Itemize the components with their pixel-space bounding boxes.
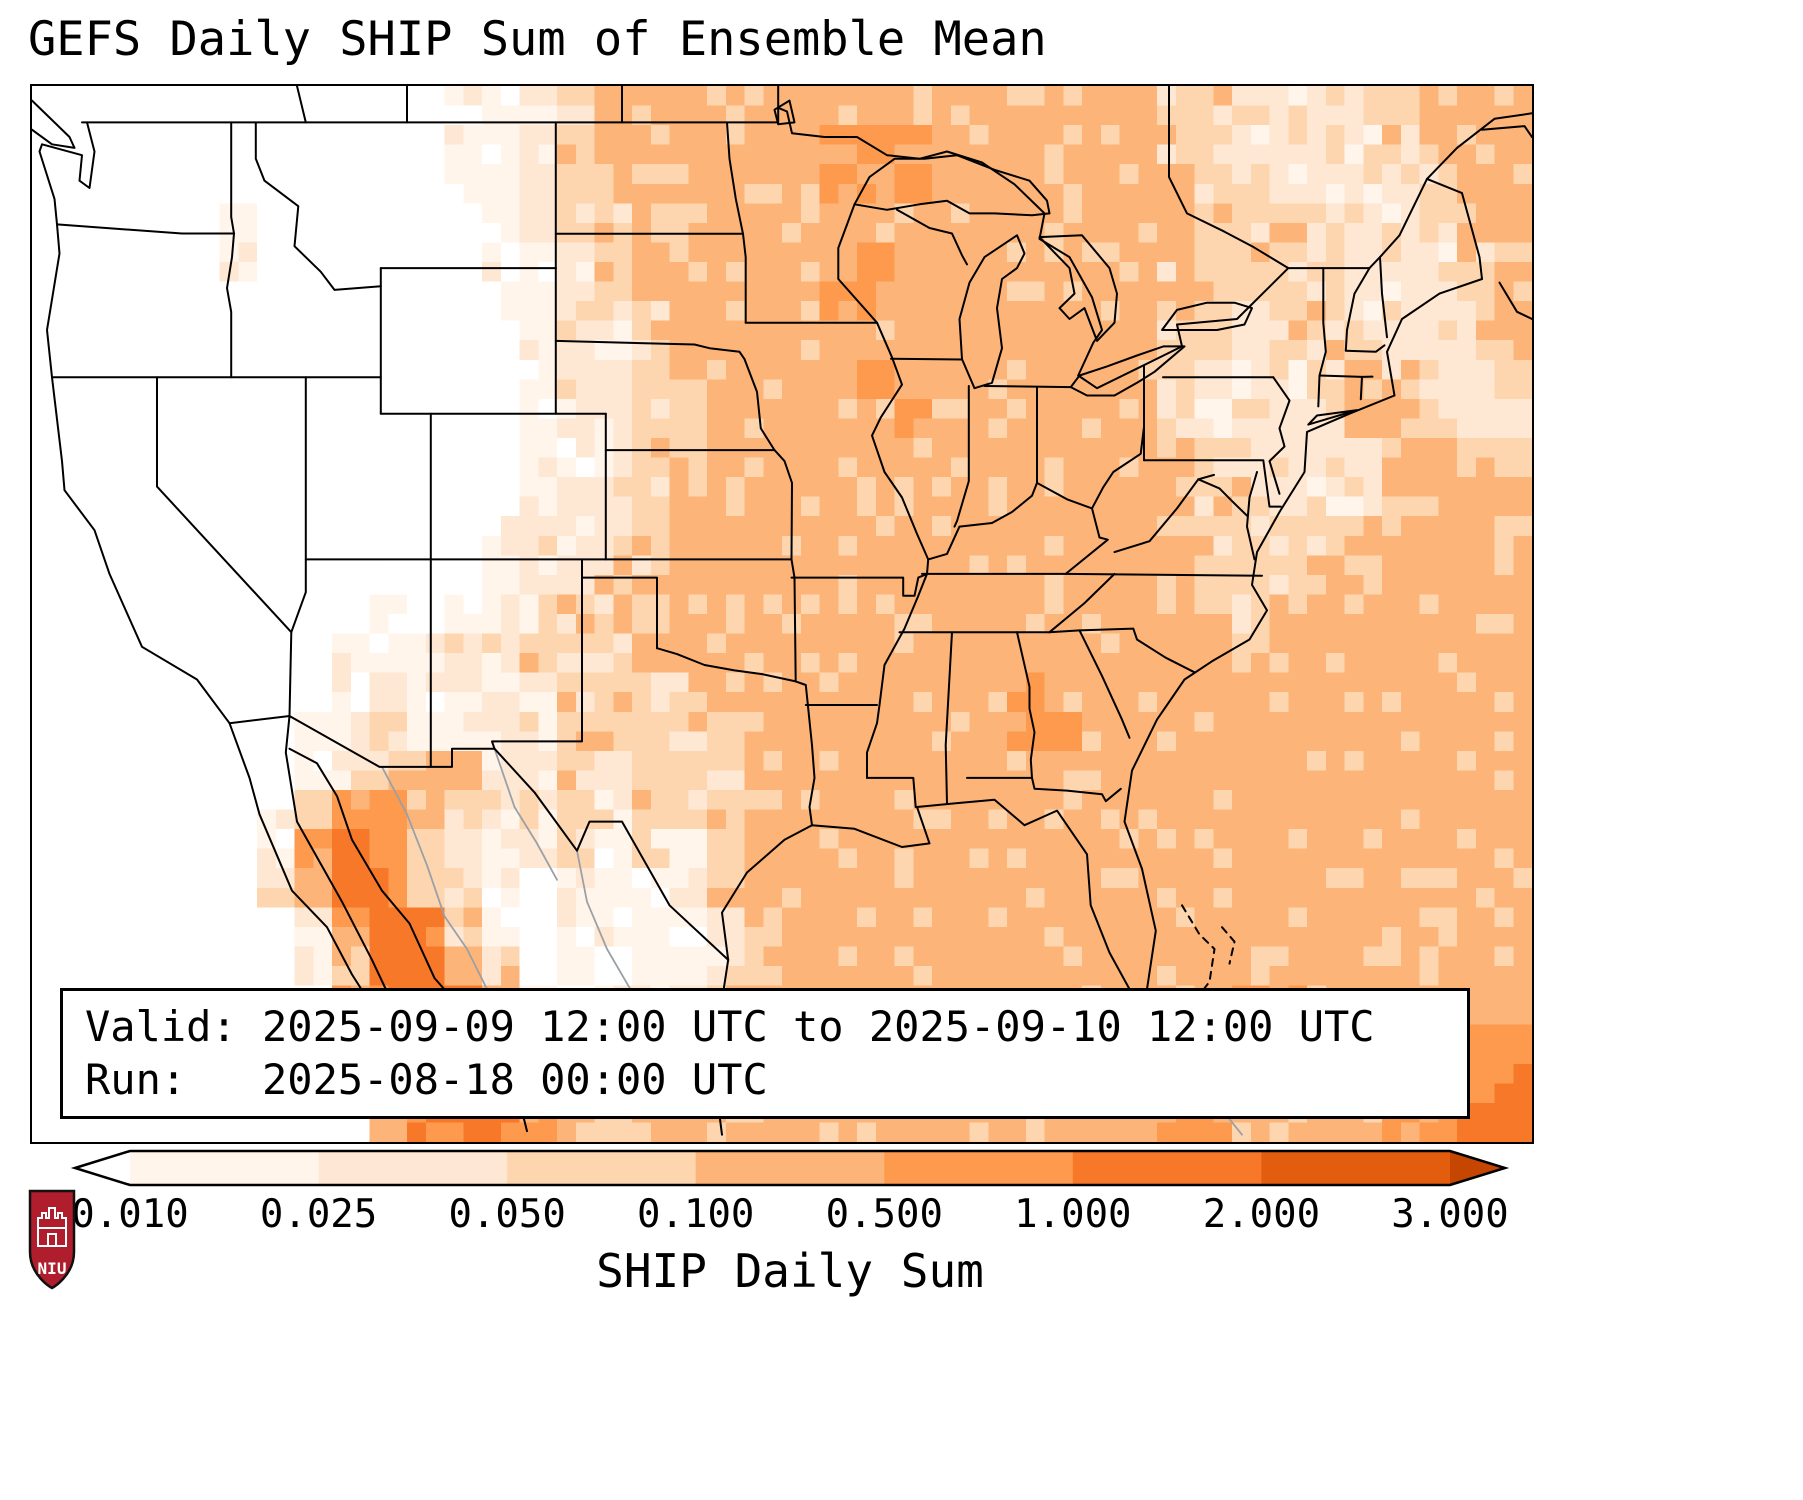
colorbar-tick-label: 2.000 (1202, 1192, 1321, 1237)
colorbar-tick-label: 0.500 (825, 1192, 943, 1237)
coastlines-and-state-borders (32, 86, 1532, 1136)
colorbar-ticks: 0.010 0.025 0.050 0.100 0.500 1.000 2.000 3.000 (30, 1192, 1550, 1242)
colorbar-tick-label: 0.100 (637, 1192, 755, 1237)
colorbar-tick-label: 3.000 (1391, 1192, 1509, 1237)
colorbar-tick-label: 1.000 (1014, 1192, 1132, 1237)
page-title: GEFS Daily SHIP Sum of Ensemble Mean (28, 12, 1047, 67)
ship-heatmap-grid (32, 86, 1532, 1142)
niu-logo-text: NIU (38, 1259, 67, 1278)
colorbar-title: SHIP Daily Sum (596, 1244, 984, 1298)
niu-logo: NIU (28, 1189, 76, 1290)
castle-icon (37, 1207, 67, 1247)
colorbar-tick-label: 0.050 (448, 1192, 566, 1237)
colorbar (30, 1147, 1530, 1189)
valid-datetime-label: Valid: 2025-09-09 12:00 UTC to 2025-09-1… (85, 1002, 1375, 1051)
colorbar-tick-label: 0.010 (71, 1192, 189, 1237)
run-datetime-label: Run: 2025-08-18 00:00 UTC (85, 1054, 768, 1104)
map-canvas: Valid: 2025-09-09 12:00 UTC to 2025-09-1… (30, 84, 1534, 1144)
colorbar-gradient (70, 1149, 1510, 1187)
map-info-box: Valid: 2025-09-09 12:00 UTC to 2025-09-1… (60, 988, 1470, 1119)
lake-outlines (773, 99, 1253, 397)
us-ship-map (32, 86, 1532, 1142)
colorbar-tick-label: 0.025 (259, 1192, 378, 1237)
